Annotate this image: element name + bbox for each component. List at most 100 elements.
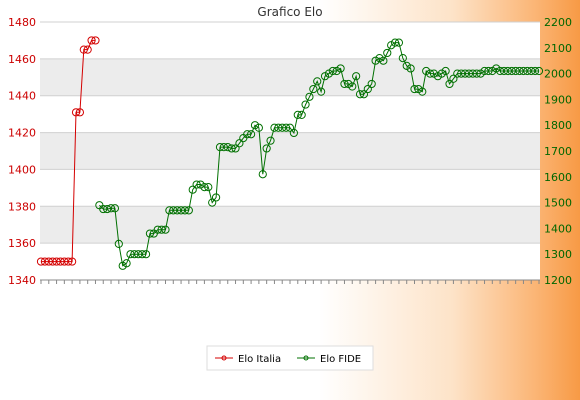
data-point: [398, 54, 407, 63]
left-tick-label: 1340: [8, 274, 36, 287]
data-point: [114, 239, 123, 248]
left-tick-label: 1400: [8, 163, 36, 176]
data-point: [103, 204, 112, 214]
data-point: [515, 66, 524, 76]
data-point: [495, 66, 505, 76]
data-point: [262, 144, 271, 153]
data-point: [285, 123, 295, 132]
data-point: [340, 79, 349, 89]
chart-title: Grafico Elo: [257, 5, 322, 19]
data-point: [367, 79, 376, 89]
legend-label-elo-italia: Elo Italia: [238, 354, 281, 365]
data-point: [246, 130, 256, 139]
data-point: [87, 36, 96, 45]
data-point: [227, 144, 236, 153]
data-point: [289, 128, 298, 138]
data-point: [445, 79, 454, 89]
data-point: [208, 198, 217, 207]
data-point: [56, 257, 65, 266]
right-tick-label: 1200: [544, 274, 572, 287]
data-point: [305, 92, 314, 101]
data-point: [60, 257, 69, 266]
data-point: [317, 87, 326, 96]
right-tick-label: 1800: [544, 119, 572, 132]
data-point: [297, 110, 306, 119]
data-point: [511, 66, 520, 76]
data-point: [138, 250, 147, 259]
plot-band: [40, 22, 540, 59]
left-tick-label: 1440: [8, 90, 36, 103]
legend: Elo Italia Elo FIDE: [206, 345, 374, 371]
data-point: [91, 36, 100, 45]
left-tick-label: 1420: [8, 127, 36, 140]
data-point: [211, 193, 221, 202]
left-tick-label: 1380: [8, 200, 36, 213]
data-point: [243, 130, 252, 139]
plot-band: [40, 206, 540, 244]
data-point: [472, 69, 481, 78]
data-point: [235, 139, 244, 148]
data-point: [359, 90, 369, 99]
right-tick-label: 1300: [544, 248, 572, 261]
data-point: [410, 84, 419, 94]
data-point: [383, 48, 392, 58]
data-point: [274, 123, 283, 132]
data-point: [192, 180, 201, 189]
data-point: [157, 225, 166, 234]
data-point: [153, 225, 162, 234]
data-point: [258, 170, 267, 179]
data-point: [145, 229, 155, 238]
data-point: [176, 206, 186, 215]
left-axis-ticks: 1340 1360 1380 1400 1420 1440 1460 1480: [8, 16, 36, 287]
data-point: [134, 250, 143, 259]
data-point: [184, 206, 193, 215]
data-point: [231, 144, 240, 153]
data-point: [36, 257, 46, 266]
left-tick-label: 1460: [8, 53, 36, 66]
data-point: [161, 225, 170, 234]
data-point: [418, 87, 427, 96]
legend-marker-elo-fide: [303, 355, 309, 361]
data-point: [457, 69, 466, 78]
data-point: [355, 90, 365, 99]
data-point: [507, 66, 516, 76]
data-point: [453, 69, 462, 78]
data-point: [254, 123, 263, 132]
data-point: [449, 74, 458, 83]
data-point: [99, 204, 108, 214]
data-point: [441, 66, 450, 76]
legend-marker-elo-italia: [221, 355, 227, 361]
data-point: [519, 66, 528, 76]
data-point: [173, 206, 182, 215]
right-tick-label: 2200: [544, 16, 572, 29]
right-tick-label: 2100: [544, 42, 572, 55]
data-point: [460, 69, 470, 78]
data-point: [394, 38, 404, 47]
data-point: [165, 206, 174, 215]
data-point: [44, 257, 53, 266]
data-point: [480, 66, 489, 76]
data-point: [130, 250, 139, 259]
legend-label-elo-fide: Elo FIDE: [320, 354, 361, 365]
data-point: [531, 66, 540, 76]
data-point: [215, 143, 225, 152]
data-point: [425, 69, 435, 78]
data-point: [293, 110, 302, 119]
data-point: [266, 136, 275, 145]
data-point: [75, 108, 85, 117]
data-point: [219, 143, 228, 152]
data-point: [40, 257, 49, 266]
data-point: [348, 82, 357, 91]
data-point: [169, 206, 178, 215]
plot-band: [40, 95, 540, 133]
legend-box: [206, 345, 374, 371]
data-point: [270, 123, 279, 132]
left-tick-label: 1360: [8, 237, 36, 250]
data-point: [83, 45, 92, 54]
right-axis-ticks: 1200 1300 1400 1500 1600 1700 1800 1900 2000 2100…: [544, 16, 572, 287]
data-point: [188, 185, 197, 194]
data-point: [328, 66, 337, 76]
data-point: [204, 183, 213, 192]
data-point: [52, 257, 61, 266]
